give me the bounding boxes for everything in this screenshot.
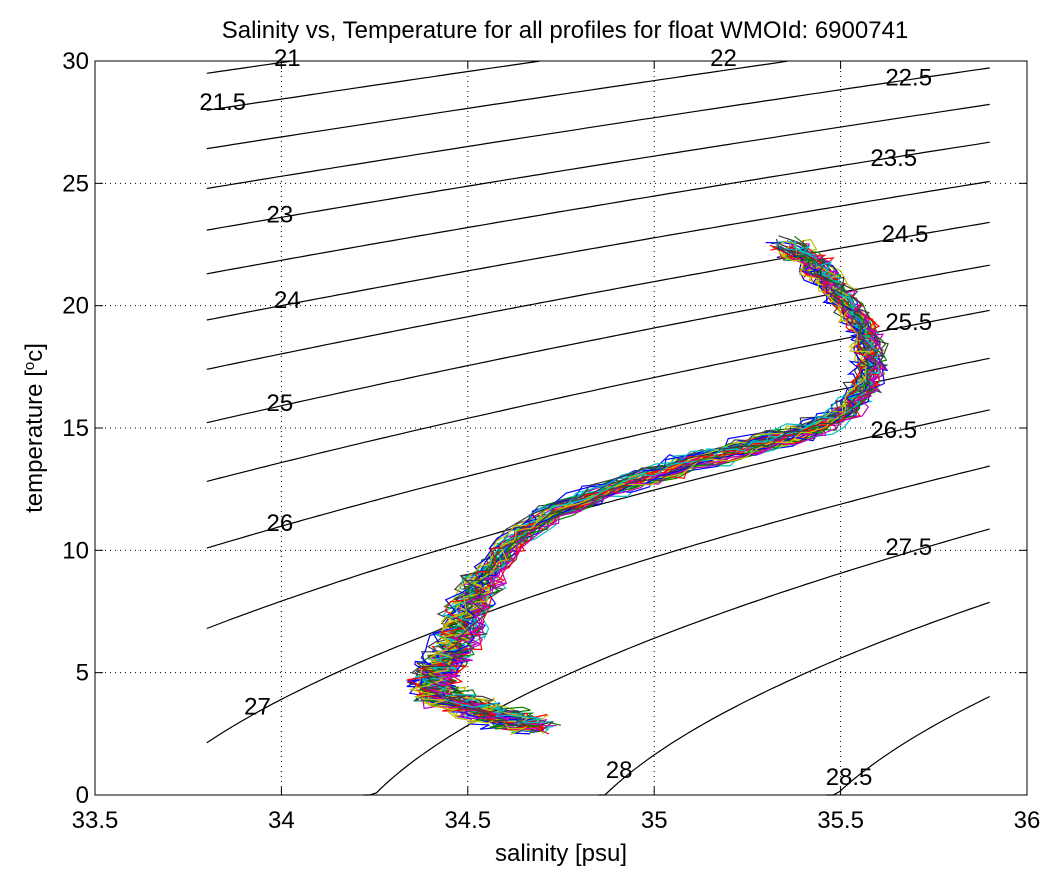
contour-label: 21 <box>274 45 301 72</box>
density-contour-22.5 <box>206 67 990 190</box>
profile-line <box>413 255 876 734</box>
density-contour-26.5 <box>206 409 990 630</box>
y-tick-label: 0 <box>76 782 89 809</box>
contour-label: 22 <box>710 45 737 72</box>
x-tick-label: 36 <box>1014 807 1041 834</box>
y-axis-label-end: c] <box>21 343 48 362</box>
profile-line <box>420 252 883 734</box>
contour-label: 23.5 <box>870 145 917 172</box>
density-contour-25 <box>206 264 990 424</box>
density-contour-21.5 <box>206 60 540 111</box>
contour-label: 27 <box>244 693 271 720</box>
x-tick-label: 35.5 <box>817 807 864 834</box>
profile-line <box>426 244 889 730</box>
contour-label: 23 <box>266 201 293 228</box>
profile-line <box>431 243 884 728</box>
profile-line <box>422 257 881 734</box>
y-tick-label: 10 <box>62 537 89 564</box>
profile-line <box>406 244 870 730</box>
y-tick-label: 25 <box>62 170 89 197</box>
density-contour-24.5 <box>206 221 990 370</box>
x-tick-label: 34.5 <box>444 807 491 834</box>
profile-line <box>423 244 871 730</box>
density-contour-27.5 <box>363 528 990 796</box>
y-tick-label: 20 <box>62 293 89 320</box>
profile-lines <box>405 235 889 736</box>
x-axis-label: salinity [psu] <box>495 840 627 867</box>
x-tick-label: 35 <box>641 807 668 834</box>
density-contour-21 <box>206 60 292 74</box>
contour-label: 28.5 <box>826 764 873 791</box>
contour-label: 22.5 <box>885 64 932 91</box>
profile-line <box>411 245 874 735</box>
density-contour-27 <box>206 465 990 744</box>
y-axis-label-main: temperature [ <box>21 370 48 513</box>
y-axis-label-sup: o <box>21 362 38 370</box>
density-contour-24 <box>206 180 990 321</box>
profile-line <box>420 249 878 735</box>
density-contour-28 <box>598 601 990 796</box>
axis-ticks: 33.5 34 34.5 35 35.5 36 0 5 10 15 20 25 30 <box>62 48 1040 834</box>
profile-line <box>406 246 864 723</box>
contour-label: 21.5 <box>199 89 246 116</box>
x-tick-label: 33.5 <box>72 807 119 834</box>
x-tick-label: 34 <box>268 807 295 834</box>
profile-line <box>427 254 885 734</box>
contour-label: 27.5 <box>885 534 932 561</box>
y-axis-label: temperature [oc] <box>21 343 49 513</box>
profile-line <box>421 248 869 732</box>
density-contour-23.5 <box>206 141 990 275</box>
contour-label: 28 <box>606 757 633 784</box>
y-tick-label: 30 <box>62 48 89 75</box>
contour-label: 25.5 <box>885 309 932 336</box>
y-tick-label: 15 <box>62 415 89 442</box>
contour-label: 25 <box>266 390 293 417</box>
profile-line <box>420 247 879 729</box>
profile-line <box>417 255 877 733</box>
profile-line <box>427 248 881 727</box>
density-contours: 21 22 22.5 21.5 23.5 23 24.5 24 25.5 25 26.5 26 27.5… <box>199 45 990 796</box>
contour-label: 24.5 <box>882 221 929 248</box>
contour-label: 26 <box>266 510 293 537</box>
chart-title: Salinity vs, Temperature for all profile… <box>222 17 909 44</box>
profile-line <box>419 248 878 727</box>
profile-line <box>431 246 880 735</box>
grid-lines <box>95 61 1027 795</box>
y-tick-label: 5 <box>76 660 89 687</box>
profile-line <box>421 240 881 724</box>
density-contour-28.5 <box>826 695 990 796</box>
density-contour-22 <box>206 60 788 150</box>
contour-label: 26.5 <box>870 417 917 444</box>
density-contour-23 <box>206 103 990 231</box>
contour-label: 24 <box>274 287 301 314</box>
